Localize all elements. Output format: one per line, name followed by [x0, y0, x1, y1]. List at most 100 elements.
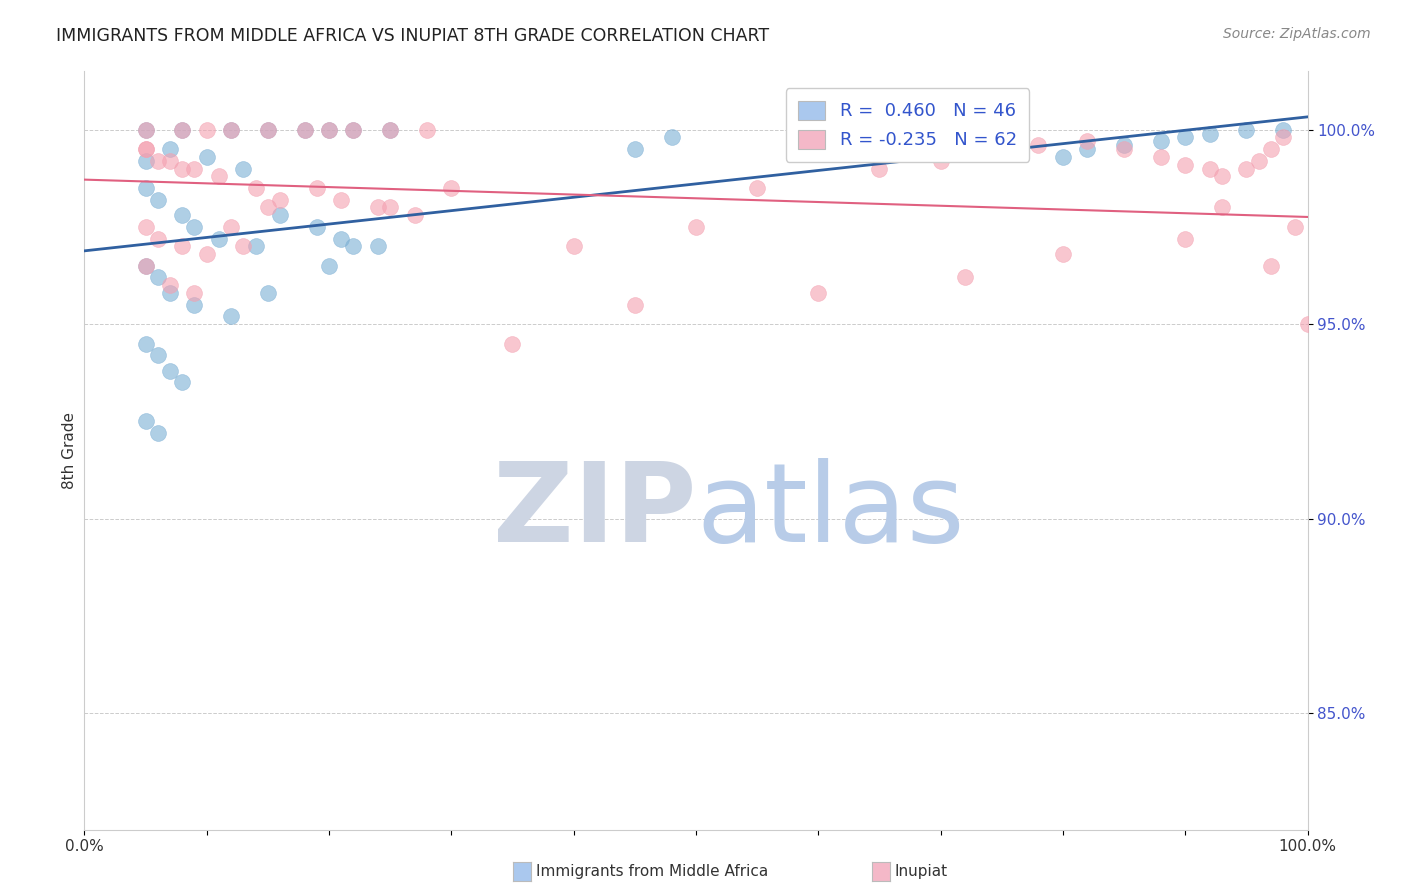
Point [1114, 138, 1136, 153]
Point [1247, 153, 1270, 168]
Point [991, 142, 1014, 156]
Point [1211, 169, 1233, 184]
Point [135, 122, 157, 136]
Point [318, 122, 340, 136]
Point [1272, 122, 1295, 136]
Y-axis label: 8th Grade: 8th Grade [62, 412, 77, 489]
Point [1260, 259, 1282, 273]
Point [1296, 317, 1319, 331]
Point [380, 122, 402, 136]
Point [195, 247, 218, 261]
Point [159, 278, 181, 293]
Legend: R =  0.460   N = 46, R = -0.235   N = 62: R = 0.460 N = 46, R = -0.235 N = 62 [786, 88, 1029, 162]
Point [1052, 150, 1074, 164]
Point [929, 153, 952, 168]
Point [953, 270, 976, 285]
Point [380, 201, 402, 215]
Point [624, 142, 647, 156]
Text: Source: ZipAtlas.com: Source: ZipAtlas.com [1223, 27, 1371, 41]
Point [195, 150, 218, 164]
Point [1076, 134, 1098, 148]
Point [747, 181, 769, 195]
Point [146, 270, 169, 285]
Point [404, 208, 426, 222]
Point [135, 259, 157, 273]
Text: Inupiat: Inupiat [894, 864, 948, 879]
Point [367, 201, 389, 215]
Point [219, 310, 242, 324]
Point [624, 298, 647, 312]
Point [135, 181, 157, 195]
Point [502, 336, 524, 351]
Point [1284, 219, 1306, 234]
Text: IMMIGRANTS FROM MIDDLE AFRICA VS INUPIAT 8TH GRADE CORRELATION CHART: IMMIGRANTS FROM MIDDLE AFRICA VS INUPIAT… [56, 27, 769, 45]
Point [1198, 161, 1220, 176]
Point [232, 239, 254, 253]
Point [1114, 142, 1136, 156]
Point [146, 425, 169, 440]
Point [1174, 158, 1197, 172]
Point [318, 122, 340, 136]
Point [1028, 138, 1050, 153]
Point [869, 161, 891, 176]
Point [1052, 247, 1074, 261]
Point [416, 122, 439, 136]
Point [172, 239, 194, 253]
Point [1076, 142, 1098, 156]
Point [1198, 127, 1220, 141]
Point [172, 122, 194, 136]
Point [135, 219, 157, 234]
Point [330, 193, 353, 207]
Point [1150, 134, 1173, 148]
Point [367, 239, 389, 253]
Text: atlas: atlas [696, 458, 965, 565]
Point [342, 122, 364, 136]
Point [172, 376, 194, 390]
Point [1236, 122, 1258, 136]
Point [1150, 150, 1173, 164]
Point [661, 130, 683, 145]
Point [318, 259, 340, 273]
Point [440, 181, 463, 195]
Point [1236, 161, 1258, 176]
Point [269, 193, 291, 207]
Point [1174, 130, 1197, 145]
Point [1272, 130, 1295, 145]
Point [330, 231, 353, 245]
Point [146, 348, 169, 362]
Point [208, 169, 231, 184]
Point [1174, 231, 1197, 245]
Point [807, 285, 830, 300]
Point [135, 142, 157, 156]
Point [1260, 142, 1282, 156]
Point [172, 122, 194, 136]
Point [159, 142, 181, 156]
Point [135, 153, 157, 168]
Point [1211, 201, 1233, 215]
Point [342, 239, 364, 253]
Point [183, 161, 205, 176]
Point [269, 208, 291, 222]
Point [245, 181, 267, 195]
Point [159, 364, 181, 378]
Point [219, 122, 242, 136]
Point [562, 239, 585, 253]
Point [232, 161, 254, 176]
Point [257, 122, 280, 136]
Point [257, 201, 280, 215]
Point [172, 161, 194, 176]
Point [135, 259, 157, 273]
Point [380, 122, 402, 136]
Point [146, 193, 169, 207]
Point [183, 298, 205, 312]
Point [208, 231, 231, 245]
Point [257, 122, 280, 136]
Text: Immigrants from Middle Africa: Immigrants from Middle Africa [536, 864, 768, 879]
Point [135, 142, 157, 156]
Point [146, 231, 169, 245]
Point [183, 285, 205, 300]
Point [159, 153, 181, 168]
Point [172, 208, 194, 222]
Point [135, 122, 157, 136]
Point [159, 285, 181, 300]
